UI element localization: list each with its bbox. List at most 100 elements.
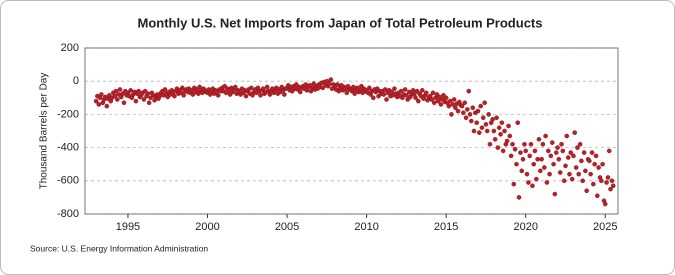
x-tick-label: 2010 (354, 221, 378, 233)
data-point (480, 115, 486, 121)
data-point (404, 93, 409, 98)
data-point (381, 92, 387, 97)
data-point (587, 158, 592, 164)
y-tick-label: 0 (73, 75, 79, 87)
data-point (526, 180, 531, 185)
data-point (344, 90, 350, 96)
data-point (507, 133, 513, 139)
data-point (420, 88, 425, 93)
data-point (527, 153, 532, 159)
data-point (563, 163, 568, 169)
data-point (466, 88, 472, 94)
data-point (465, 107, 470, 112)
data-point (576, 171, 582, 177)
data-point (536, 136, 542, 142)
data-point (121, 100, 127, 106)
data-point (233, 84, 238, 90)
data-point (145, 91, 151, 96)
y-axis-title: Thousand Barrels per Day (39, 73, 50, 190)
y-tick-label: 200 (61, 42, 79, 54)
data-point (610, 183, 616, 189)
data-point (543, 133, 548, 139)
data-point (557, 170, 563, 175)
data-point (367, 85, 372, 91)
source-note: Source: U.S. Energy Information Administ… (30, 243, 208, 253)
data-point (258, 93, 263, 98)
y-tick-label: -400 (57, 142, 79, 154)
data-point (392, 86, 397, 91)
data-point (495, 145, 501, 150)
data-point (515, 120, 521, 125)
y-tick-label: -200 (57, 108, 79, 120)
data-point (181, 93, 186, 98)
data-point (593, 153, 599, 159)
data-point (556, 156, 562, 162)
data-point (463, 115, 469, 121)
data-point (546, 148, 551, 154)
data-point (438, 102, 444, 107)
data-point (328, 77, 334, 82)
data-point (443, 95, 449, 101)
data-point (514, 161, 519, 167)
data-point (531, 161, 536, 167)
data-point (267, 92, 273, 97)
data-point (93, 98, 99, 104)
data-point (606, 148, 612, 154)
data-point (584, 188, 589, 194)
data-point (423, 90, 429, 96)
data-point (197, 84, 202, 90)
data-point (451, 97, 457, 102)
data-point (141, 97, 147, 102)
x-tick-label: 2005 (275, 221, 299, 233)
data-point (540, 141, 546, 147)
data-point (136, 88, 141, 94)
y-tick-label: -800 (57, 208, 79, 220)
data-point (429, 97, 434, 102)
data-point (455, 108, 461, 114)
data-point (539, 156, 544, 162)
data-point (551, 161, 556, 167)
data-point (519, 168, 525, 174)
data-point (506, 123, 511, 129)
data-point (600, 161, 605, 167)
data-point (510, 141, 515, 147)
data-point (580, 178, 585, 184)
data-point (398, 88, 404, 94)
data-point (431, 100, 437, 106)
data-point (588, 171, 593, 177)
data-point (520, 156, 526, 162)
data-point (528, 141, 534, 147)
data-point (547, 171, 552, 177)
data-point (180, 85, 185, 91)
data-point (459, 103, 465, 109)
x-tick-label: 2020 (513, 221, 537, 233)
data-point (532, 148, 538, 154)
data-point (591, 181, 596, 187)
data-point (569, 176, 575, 182)
data-point (516, 195, 522, 200)
data-point (530, 183, 535, 189)
data-point (542, 165, 547, 170)
data-point (264, 84, 270, 90)
chart-title: Monthly U.S. Net Imports from Japan of T… (138, 15, 543, 30)
data-point (608, 186, 613, 192)
data-point (486, 112, 491, 117)
data-point (99, 92, 104, 97)
data-point (146, 100, 152, 106)
data-point (449, 112, 454, 117)
data-point (577, 141, 583, 147)
data-point (524, 171, 530, 177)
data-point (413, 95, 418, 101)
data-point (511, 181, 517, 187)
data-point (573, 165, 579, 170)
data-point (575, 145, 580, 150)
data-point (484, 128, 490, 134)
data-point (384, 97, 389, 102)
data-point (544, 180, 550, 185)
data-point (568, 150, 574, 155)
data-point (567, 171, 572, 177)
data-point (462, 100, 468, 106)
x-tick-label: 2025 (593, 221, 617, 233)
data-point (435, 98, 441, 104)
data-point (502, 128, 507, 134)
